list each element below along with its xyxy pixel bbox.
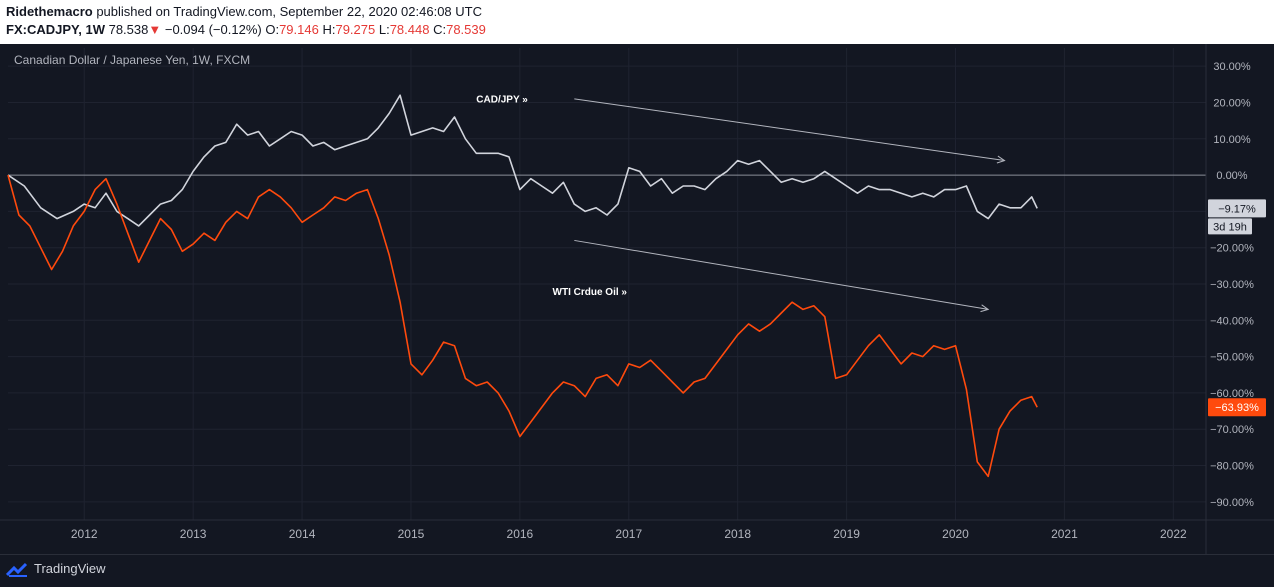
high-label: H: [322, 22, 336, 37]
countdown-bg [1208, 218, 1252, 235]
price-chart[interactable]: CAD/JPY » WTI Crdue Oil » 30.00% 20.00% 10.… [0, 44, 1274, 554]
y-tick-label: 30.00% [1213, 61, 1251, 73]
price-axis: 30.00%20.00%10.00%0.00%−10.00%−20.00%−30… [1205, 44, 1266, 554]
publish-info: Ridethemacro published on TradingView.co… [6, 4, 482, 19]
chart-area[interactable]: CAD/JPY » WTI Crdue Oil » 30.00% 20.00% 10.… [0, 44, 1274, 554]
low-value: 78.448 [389, 22, 430, 37]
x-tick-label: 2017 [615, 527, 642, 541]
y-tick-label: −20.00% [1210, 243, 1254, 255]
y-tick-label: −50.00% [1210, 352, 1254, 364]
symbol-label: FX:CADJPY, 1W [6, 22, 105, 37]
cadjpy-line[interactable] [7, 94, 1038, 227]
annotation-label[interactable]: CAD/JPY » [476, 94, 528, 105]
chart-header: Ridethemacro published on TradingView.co… [0, 0, 1274, 42]
tradingview-brand[interactable]: TradingView [34, 561, 106, 576]
wti-oil-line[interactable] [7, 174, 1038, 478]
y-tick-label: 10.00% [1213, 134, 1251, 146]
annotation-label[interactable]: WTI Crdue Oil » [553, 287, 628, 298]
x-tick-label: 2016 [507, 527, 534, 541]
y-tick-label: 20.00% [1213, 97, 1251, 109]
annotations: CAD/JPY » WTI Crdue Oil » [476, 94, 1006, 313]
footer: TradingView [0, 554, 1274, 587]
wti-oil-line-last-label: −63.93% [1215, 402, 1259, 414]
arrowhead-icon [996, 155, 1006, 164]
open-label: O: [265, 22, 280, 37]
y-tick-label: −80.00% [1210, 461, 1254, 473]
change-arrow-icon: ▼ [148, 22, 162, 37]
author-name[interactable]: Ridethemacro [6, 4, 93, 19]
high-value: 79.275 [335, 22, 376, 37]
trend-arrow-line[interactable] [574, 239, 989, 310]
open-value: 79.146 [279, 22, 319, 37]
x-tick-label: 2021 [1051, 527, 1078, 541]
y-tick-label: −30.00% [1210, 279, 1254, 291]
time-axis: 2012 2013 2014 2015 2016 2017 2018 2019 2020 2021… [0, 519, 1274, 541]
x-tick-label: 2018 [724, 527, 751, 541]
cadjpy-line-last-label-bg [1208, 199, 1266, 218]
y-tick-label: −60.00% [1210, 388, 1254, 400]
x-tick-label: 2022 [1160, 527, 1187, 541]
tradingview-logo-icon[interactable] [6, 562, 30, 578]
x-tick-label: 2015 [398, 527, 425, 541]
wti-oil-line-last-label-bg [1208, 398, 1266, 417]
bar-countdown: 3d 19h [1213, 221, 1247, 233]
y-tick-label: −40.00% [1210, 315, 1254, 327]
chart-title: Canadian Dollar / Japanese Yen, 1W, FXCM [14, 53, 250, 67]
symbol-info: FX:CADJPY, 1W 78.538▼ −0.094 (−0.12%) O:… [6, 22, 486, 37]
low-label: L: [378, 22, 390, 37]
x-tick-label: 2020 [942, 527, 969, 541]
series-lines [7, 94, 1038, 478]
arrowhead-icon [980, 304, 990, 313]
cadjpy-line-last-label: −9.17% [1218, 203, 1256, 215]
close-label: C: [433, 22, 447, 37]
x-tick-label: 2013 [180, 527, 207, 541]
x-tick-label: 2014 [289, 527, 316, 541]
price-change: −0.094 (−0.12%) [164, 22, 262, 37]
y-tick-label: −70.00% [1210, 424, 1254, 436]
y-tick-label: −90.00% [1210, 497, 1254, 509]
close-value: 78.539 [446, 22, 486, 37]
trend-arrow-line[interactable] [574, 98, 1005, 162]
last-price: 78.538 [108, 22, 149, 37]
grid-lines [8, 48, 1206, 520]
x-tick-label: 2019 [833, 527, 860, 541]
published-text: published on TradingView.com, September … [92, 4, 482, 19]
x-tick-label: 2012 [71, 527, 98, 541]
y-tick-label: 0.00% [1216, 170, 1247, 182]
